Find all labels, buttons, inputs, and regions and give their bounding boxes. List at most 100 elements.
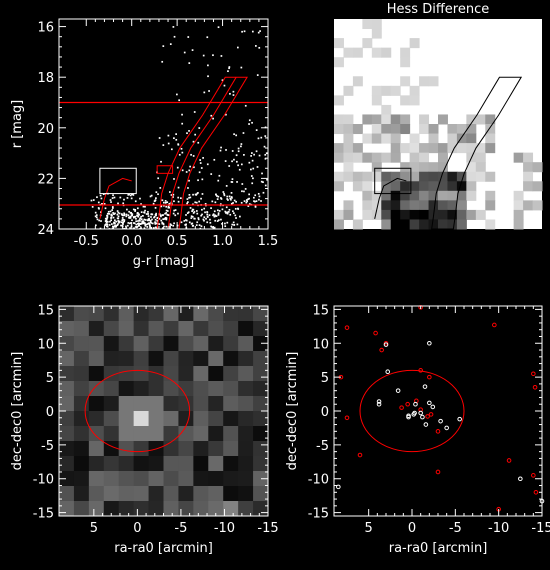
density-cell (253, 456, 269, 472)
cmd-star (106, 212, 109, 215)
density-cell (223, 336, 239, 352)
hess-cell (343, 143, 354, 154)
density-cell (193, 306, 209, 322)
hess-cell (390, 181, 401, 192)
density-cell (59, 426, 75, 442)
density-cell (178, 456, 194, 472)
cmd-star (204, 203, 207, 205)
cmd-star (233, 158, 235, 161)
cmd-star (122, 214, 124, 217)
density-cell (253, 471, 269, 487)
hess-cell (390, 171, 401, 182)
hess-cell (409, 200, 420, 211)
cmd-star (214, 214, 216, 217)
density-cell (208, 426, 224, 442)
cmd-star (197, 217, 200, 219)
star-point (399, 405, 404, 410)
density-cell (253, 411, 269, 427)
hess-cell (419, 152, 430, 163)
cmd-star (206, 36, 209, 39)
density-cell (163, 396, 179, 412)
hess-cell (485, 219, 496, 230)
cmd-star (131, 193, 133, 196)
cmd-star (135, 223, 138, 226)
cmd-star (94, 211, 97, 214)
hess-cell (381, 219, 392, 230)
cmd-star (155, 197, 157, 199)
density-cell (133, 336, 150, 352)
cmd-star (130, 222, 132, 224)
cmd-star (118, 220, 121, 223)
density-cell (208, 471, 224, 487)
cmd-star (257, 192, 260, 195)
density-cell (193, 441, 209, 457)
density-cell (178, 381, 194, 397)
cmd-star (169, 43, 172, 45)
cmd-star (212, 213, 215, 216)
cmd-star (158, 223, 161, 225)
x-tick-label: 5 (90, 521, 98, 536)
cmd-star (138, 214, 140, 216)
density-cell (193, 411, 209, 427)
cmd-star (211, 200, 214, 203)
cmd-star (181, 169, 184, 172)
density-cell (238, 411, 254, 427)
density-cell (103, 321, 120, 337)
cmd-star (256, 74, 259, 76)
cmd-star (251, 152, 253, 154)
cmd-star (189, 165, 191, 168)
hess-cell (428, 162, 439, 173)
density-cell (223, 501, 239, 517)
cmd-star (125, 227, 128, 229)
hess-cell (400, 200, 411, 211)
cmd-star (112, 212, 114, 214)
density-cell (208, 456, 224, 472)
cmd-star (211, 226, 214, 228)
cmd-star (162, 218, 165, 221)
hess-cell (428, 171, 439, 182)
density-cell (103, 396, 120, 412)
density-cell (238, 366, 254, 382)
density-cell (133, 321, 150, 337)
cmd-star (209, 218, 211, 221)
cmd-star (258, 154, 261, 157)
cmd-star (129, 194, 132, 197)
cmd-star (191, 210, 193, 213)
cmd-star (236, 46, 239, 49)
cmd-star (228, 67, 230, 70)
cmd-star (135, 220, 138, 223)
cmd-star (126, 197, 129, 199)
cmd-star (265, 152, 268, 155)
density-cell (133, 486, 150, 502)
hess-cell (456, 133, 467, 144)
hess-cell (475, 143, 486, 154)
hess-cell (447, 190, 458, 201)
cmd-star (115, 220, 118, 223)
density-cell (253, 396, 269, 412)
cmd-star (123, 213, 126, 216)
hess-cell (466, 143, 477, 154)
cmd-star (100, 197, 103, 200)
cmd-star (217, 219, 220, 222)
density-cell (238, 426, 254, 442)
density-cell (208, 501, 224, 517)
cmd-star (213, 210, 216, 213)
cmd-star (203, 219, 205, 222)
cmd-star (220, 218, 222, 221)
cmd-star (136, 212, 139, 215)
hess-cell (400, 162, 411, 173)
hess-cell (438, 171, 448, 182)
hess-cell (381, 114, 392, 125)
cmd-star (232, 210, 234, 213)
cmd-star (125, 215, 128, 218)
cmd-star (226, 211, 229, 214)
cmd-star (221, 79, 224, 82)
cmd-star (219, 149, 222, 152)
cmd-star (186, 198, 189, 200)
density-cell (193, 456, 209, 472)
cmd-star (259, 30, 261, 32)
hess-cell (523, 200, 534, 211)
hess-cell (371, 95, 382, 106)
cmd-star (177, 212, 179, 215)
cmd-star (144, 224, 147, 227)
